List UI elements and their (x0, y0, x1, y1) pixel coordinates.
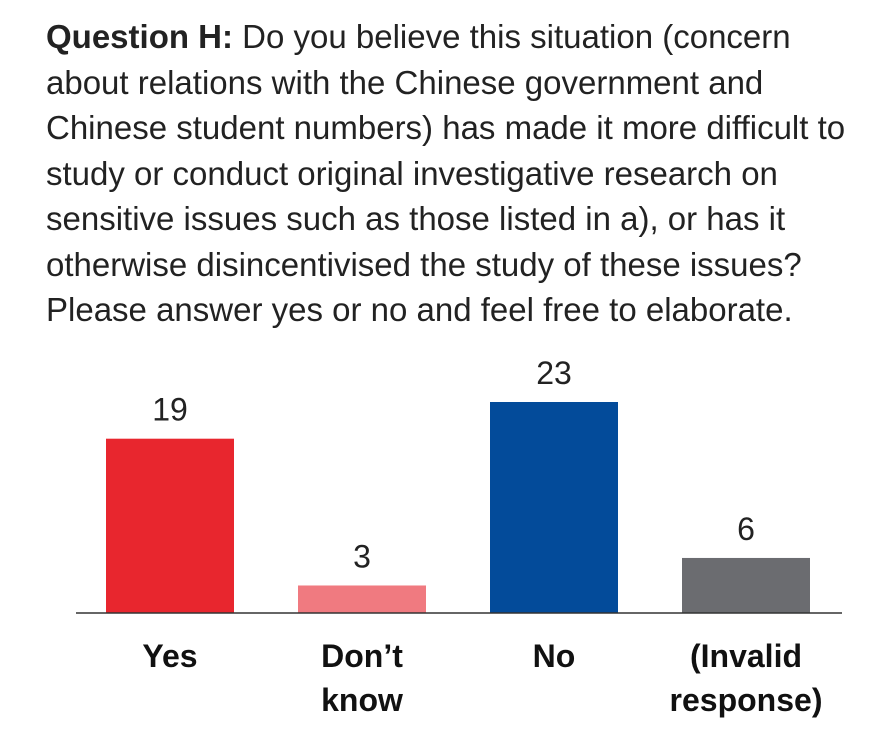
bar-chart: 19 Yes 3 Don’t know 23 No 6 (Invalid response) (76, 355, 842, 718)
data-label-invalid-response: 6 (737, 511, 755, 547)
bar-invalid-response (682, 557, 810, 613)
question-text: Question H: Do you believe this situatio… (46, 14, 876, 333)
category-label-invalid-response: (Invalid response) (670, 638, 823, 718)
category-label-no: No (533, 638, 576, 674)
category-label-yes: Yes (142, 638, 197, 674)
question-body: Do you believe this situation (concern a… (46, 18, 846, 328)
bar-no (490, 402, 618, 613)
category-label-don-t-know: Don’t know (321, 638, 403, 718)
data-label-no: 23 (536, 355, 572, 391)
data-label-yes: 19 (152, 392, 188, 428)
data-label-don-t-know: 3 (353, 538, 371, 574)
bar-don-t-know (298, 585, 426, 613)
bar-yes (106, 438, 234, 613)
question-label: Question H: (46, 18, 233, 55)
